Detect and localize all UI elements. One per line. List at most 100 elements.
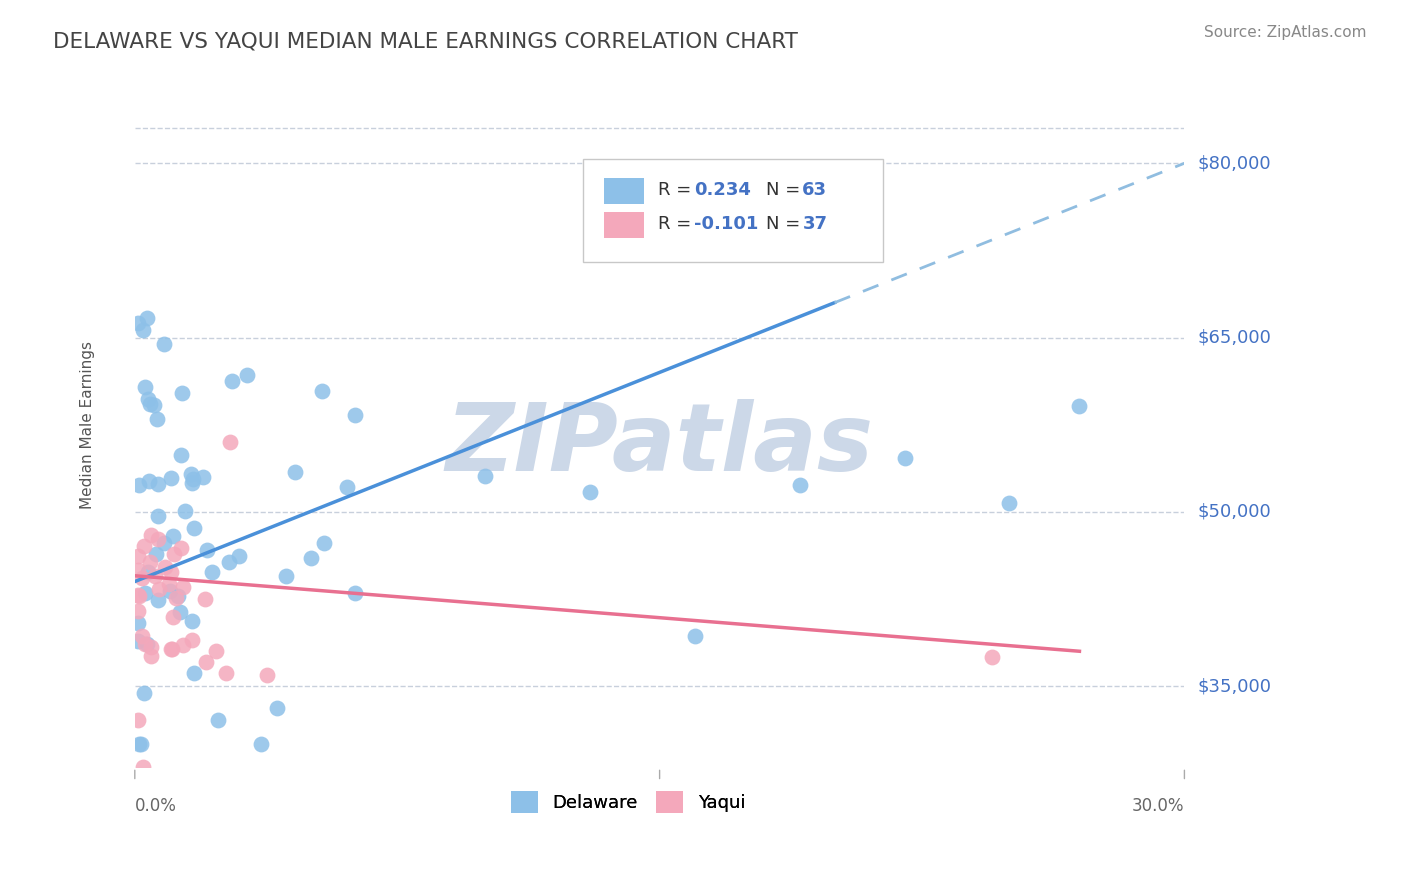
Text: DELAWARE VS YAQUI MEDIAN MALE EARNINGS CORRELATION CHART: DELAWARE VS YAQUI MEDIAN MALE EARNINGS C… — [53, 31, 799, 51]
Point — [578, 485, 600, 500]
Point — [138, 474, 160, 488]
Point — [250, 737, 273, 751]
Point — [170, 385, 193, 400]
Point — [145, 547, 167, 561]
Point — [153, 536, 176, 550]
Point — [789, 477, 811, 491]
Point — [152, 336, 174, 351]
Point — [134, 586, 156, 600]
FancyBboxPatch shape — [583, 159, 883, 262]
Point — [236, 368, 259, 382]
Point — [157, 576, 180, 591]
Text: Median Male Earnings: Median Male Earnings — [80, 341, 96, 508]
Point — [128, 589, 150, 603]
Point — [132, 323, 155, 337]
Point — [256, 668, 278, 682]
Point — [127, 713, 149, 727]
Text: R =: R = — [658, 215, 696, 233]
Point — [194, 592, 217, 607]
Point — [127, 634, 149, 648]
Point — [197, 543, 219, 558]
Point — [127, 549, 149, 564]
Point — [204, 644, 226, 658]
Point — [172, 638, 194, 652]
Text: 0.234: 0.234 — [695, 180, 751, 199]
Point — [127, 588, 149, 602]
Point — [170, 541, 193, 556]
Point — [274, 569, 297, 583]
Point — [165, 591, 187, 606]
Text: 63: 63 — [803, 180, 827, 199]
FancyBboxPatch shape — [605, 212, 644, 238]
Point — [153, 559, 176, 574]
Point — [1069, 399, 1091, 413]
Point — [143, 569, 166, 583]
Point — [193, 470, 215, 484]
Point — [166, 589, 188, 603]
FancyBboxPatch shape — [605, 178, 644, 204]
Point — [159, 584, 181, 599]
Point — [134, 380, 156, 394]
Text: $35,000: $35,000 — [1197, 677, 1271, 695]
Point — [128, 737, 150, 751]
Point — [127, 603, 149, 617]
Point — [127, 563, 149, 577]
Point — [201, 565, 224, 579]
Point — [127, 316, 149, 330]
Point — [893, 450, 915, 465]
Point — [160, 471, 183, 485]
Text: N =: N = — [766, 180, 806, 199]
Point — [139, 396, 162, 410]
Point — [336, 480, 359, 494]
Point — [170, 448, 193, 462]
Point — [131, 629, 153, 643]
Text: R =: R = — [658, 180, 696, 199]
Point — [219, 435, 242, 450]
Point — [301, 550, 323, 565]
Point — [139, 527, 162, 541]
Text: 0.0%: 0.0% — [135, 797, 177, 814]
Point — [148, 593, 170, 607]
Point — [131, 571, 153, 585]
Point — [142, 398, 165, 412]
Point — [314, 536, 336, 550]
Point — [221, 374, 243, 388]
Point — [145, 411, 167, 425]
Point — [127, 616, 149, 631]
Point — [136, 637, 159, 651]
Point — [139, 555, 162, 569]
Point — [134, 637, 156, 651]
Point — [139, 648, 162, 663]
Point — [194, 655, 217, 669]
Point — [148, 582, 170, 597]
Point — [162, 642, 184, 657]
Point — [128, 478, 150, 492]
Point — [207, 713, 229, 727]
Point — [131, 760, 153, 774]
Point — [146, 532, 169, 546]
Point — [180, 467, 202, 482]
Text: 30.0%: 30.0% — [1132, 797, 1184, 814]
Point — [146, 509, 169, 524]
Point — [162, 529, 184, 543]
Point — [266, 701, 288, 715]
Text: N =: N = — [766, 215, 806, 233]
Point — [162, 610, 184, 624]
Point — [172, 580, 194, 594]
Text: 37: 37 — [803, 215, 827, 233]
Point — [146, 476, 169, 491]
Point — [998, 496, 1021, 510]
Point — [181, 633, 204, 648]
Point — [981, 650, 1004, 665]
Point — [218, 555, 240, 569]
Point — [181, 472, 204, 486]
Point — [134, 686, 156, 700]
Point — [160, 565, 183, 579]
Point — [311, 384, 333, 399]
Text: $65,000: $65,000 — [1197, 328, 1271, 346]
Text: -0.101: -0.101 — [695, 215, 759, 233]
Point — [135, 311, 157, 326]
Text: $80,000: $80,000 — [1197, 154, 1271, 172]
Point — [183, 521, 205, 535]
Point — [163, 547, 186, 561]
